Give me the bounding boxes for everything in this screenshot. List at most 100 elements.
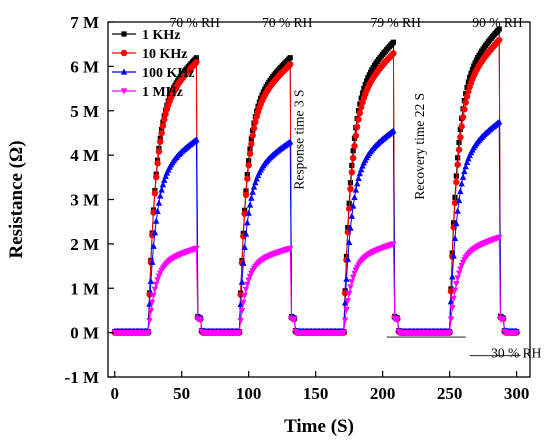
data-point xyxy=(495,118,503,125)
data-point xyxy=(244,175,251,182)
data-point xyxy=(150,209,157,216)
data-point xyxy=(345,290,353,297)
y-tick-label: 6 M xyxy=(70,57,99,76)
data-point xyxy=(161,116,168,123)
data-point xyxy=(161,176,168,183)
data-point xyxy=(472,60,478,66)
y-tick-label: 3 M xyxy=(70,191,99,210)
data-point xyxy=(362,81,368,88)
data-point xyxy=(500,316,507,323)
data-point xyxy=(157,135,163,141)
data-point xyxy=(355,174,362,181)
data-point xyxy=(154,207,161,215)
data-point xyxy=(451,234,459,242)
data-point xyxy=(463,90,469,97)
data-point xyxy=(345,205,353,212)
data-point xyxy=(245,162,252,169)
data-point xyxy=(450,252,457,259)
annotation-rh5: 30 % RH xyxy=(491,346,541,361)
data-point xyxy=(495,36,503,44)
data-point xyxy=(454,275,461,282)
data-point xyxy=(390,50,397,57)
data-point xyxy=(291,316,298,323)
data-point xyxy=(390,127,397,134)
data-point xyxy=(390,39,396,45)
data-point xyxy=(463,93,471,100)
data-point xyxy=(343,275,350,282)
data-point xyxy=(344,298,352,305)
x-tick-label: 0 xyxy=(110,384,119,403)
data-point xyxy=(345,238,353,245)
data-point xyxy=(356,170,364,177)
data-point xyxy=(351,142,358,150)
data-point xyxy=(496,26,502,32)
data-point xyxy=(449,273,456,280)
data-point xyxy=(353,180,361,187)
annotation-layer: 70 % RH 70 % RH 79 % RH 90 % RH 30 % RH Respo… xyxy=(170,15,542,361)
data-point xyxy=(242,230,250,237)
annotation-rh1: 70 % RH xyxy=(170,15,221,30)
data-point xyxy=(363,78,370,84)
x-tick-label: 200 xyxy=(370,384,396,403)
data-point xyxy=(468,70,474,76)
data-point xyxy=(241,292,248,299)
data-point xyxy=(149,258,156,265)
data-point xyxy=(250,183,258,190)
data-point xyxy=(356,109,364,117)
y-tick-label: 2 M xyxy=(70,235,99,254)
data-point xyxy=(249,132,256,139)
data-point xyxy=(361,85,367,92)
data-point xyxy=(146,318,153,325)
data-point xyxy=(197,316,204,323)
data-point xyxy=(455,155,461,161)
data-point xyxy=(359,162,366,169)
data-point xyxy=(248,136,254,142)
data-point xyxy=(286,61,294,68)
data-point xyxy=(147,308,155,315)
data-point xyxy=(453,280,460,288)
x-tick-label: 100 xyxy=(236,384,262,403)
y-tick-label: 7 M xyxy=(70,13,99,32)
data-point xyxy=(193,245,200,253)
data-point xyxy=(349,162,355,169)
data-point xyxy=(153,217,160,224)
data-point xyxy=(358,104,365,111)
series-layer xyxy=(111,26,520,337)
data-point xyxy=(349,202,357,209)
data-point xyxy=(151,190,159,197)
legend-marker xyxy=(120,49,128,57)
data-point xyxy=(158,186,165,193)
y-axis-title: Resistance (Ω) xyxy=(6,140,27,258)
data-point xyxy=(241,243,248,251)
legend-label: 100 KHz xyxy=(142,66,195,81)
data-point xyxy=(153,281,160,288)
data-point xyxy=(247,146,253,152)
data-point xyxy=(242,286,250,293)
data-point xyxy=(343,306,350,314)
data-point xyxy=(457,126,463,133)
data-point xyxy=(365,75,371,81)
data-point xyxy=(447,288,455,295)
data-point xyxy=(451,287,459,294)
legend-label: 1 KHz xyxy=(142,28,181,43)
data-point xyxy=(287,55,293,61)
series-triangle-down xyxy=(111,234,520,337)
data-point xyxy=(458,123,465,130)
data-point xyxy=(348,212,356,219)
data-point xyxy=(455,146,463,153)
data-point xyxy=(252,118,259,126)
data-point xyxy=(453,220,460,227)
annotation-rh2: 70 % RH xyxy=(262,15,313,30)
data-point xyxy=(454,161,461,168)
data-point xyxy=(446,330,453,337)
legend: 1 KHz 10 KHz 100 KHz 1 MHz xyxy=(112,28,195,100)
data-point xyxy=(242,191,250,199)
data-point xyxy=(240,259,247,266)
data-point xyxy=(459,173,467,180)
data-point xyxy=(193,55,200,61)
series-line xyxy=(114,120,517,332)
data-point xyxy=(154,160,161,167)
data-point xyxy=(451,199,459,207)
y-tick-label: -1 M xyxy=(65,368,99,387)
